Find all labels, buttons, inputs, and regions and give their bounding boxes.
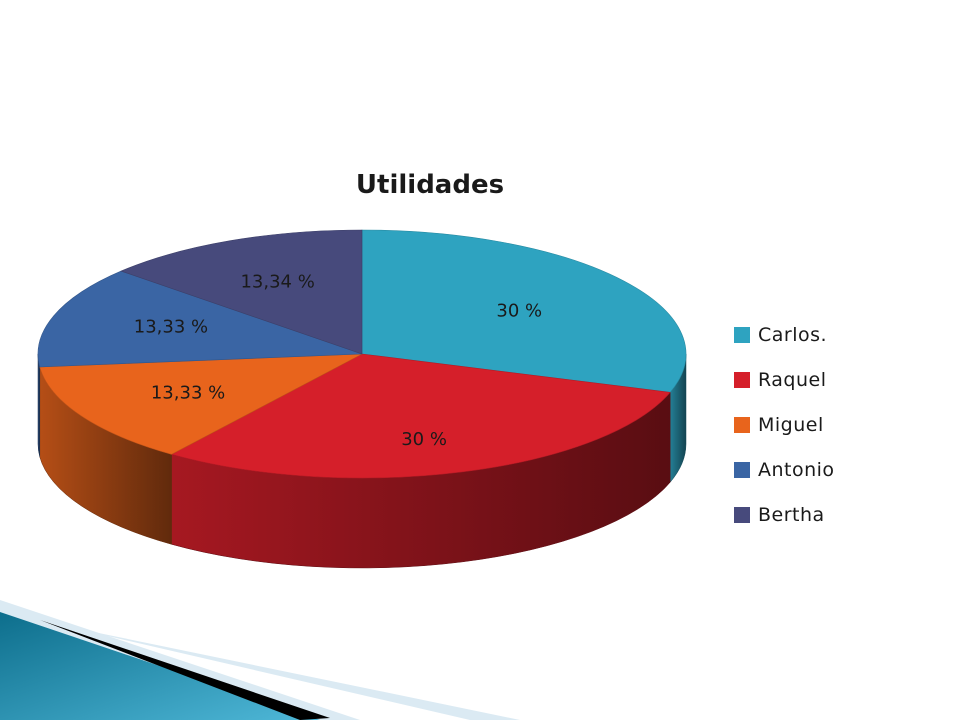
legend-item-bertha: Bertha: [734, 492, 934, 537]
pie-slice-antonio: [37, 270, 363, 368]
pie-side-antonio: [37, 353, 41, 458]
legend-item-raquel: Raquel: [734, 357, 934, 402]
deco-pale-stripe: [60, 625, 520, 720]
pie-slice-carlos: [361, 229, 687, 393]
data-label-miguel: 13,33 %: [151, 382, 225, 403]
legend-swatch: [734, 371, 750, 388]
legend-label: Carlos.: [758, 323, 828, 346]
data-label-antonio: 13,33 %: [134, 316, 208, 337]
deco-black-stripe: [40, 620, 330, 720]
legend-item-carlos: Carlos.: [734, 312, 934, 357]
legend-swatch: [734, 416, 750, 433]
legend-item-miguel: Miguel: [734, 402, 934, 447]
data-label-carlos: 30 %: [496, 300, 542, 321]
legend-swatch: [734, 461, 750, 478]
legend-label: Raquel: [758, 368, 827, 391]
legend-label: Miguel: [758, 413, 824, 436]
pie-slice-raquel: [170, 353, 671, 479]
legend-item-antonio: Antonio: [734, 447, 934, 492]
legend-swatch: [734, 326, 750, 343]
pie-slice-bertha: [120, 229, 363, 355]
data-label-raquel: 30 %: [401, 429, 447, 450]
legend-label: Antonio: [758, 458, 835, 481]
chart-legend: Carlos. Raquel Miguel Antonio Bertha: [734, 312, 934, 537]
chart-title: Utilidades: [355, 170, 505, 200]
data-label-bertha: 13,34 %: [240, 272, 314, 293]
pie-slice-miguel: [39, 353, 363, 455]
legend-label: Bertha: [758, 503, 825, 526]
legend-swatch: [734, 506, 750, 523]
